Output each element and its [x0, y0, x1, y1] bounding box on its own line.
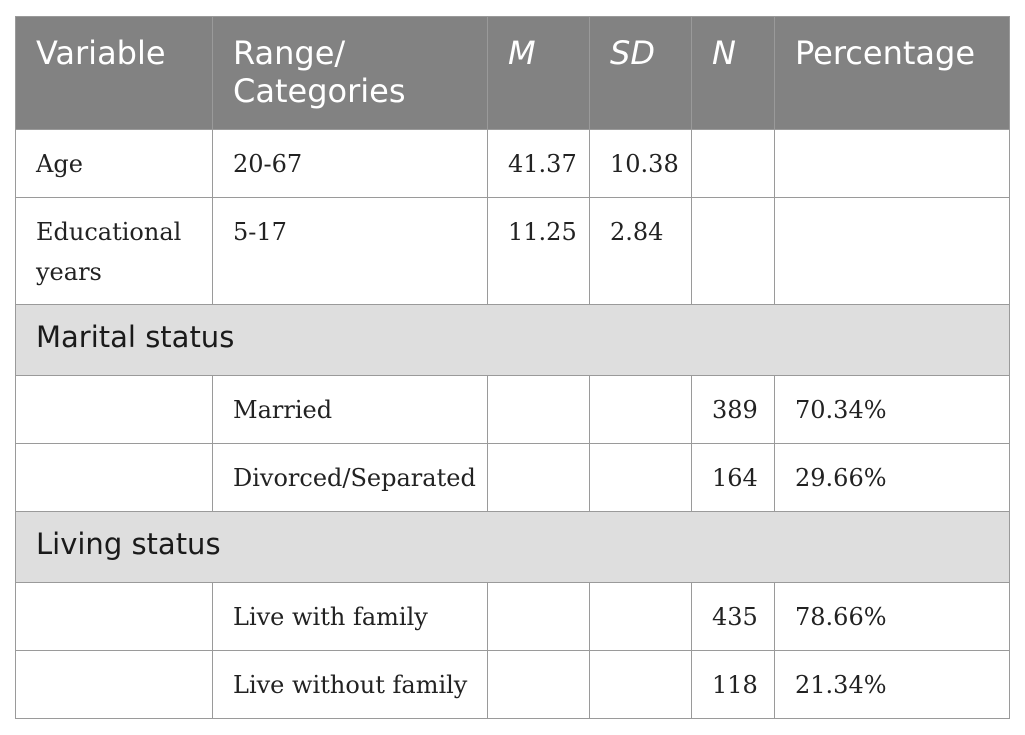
cell-category: Married: [212, 375, 488, 444]
cell-percentage: [774, 129, 1010, 198]
cell-variable: [15, 650, 213, 719]
cell-sd: [589, 650, 692, 719]
header-variable: Variable: [15, 16, 213, 130]
cell-n: [691, 129, 775, 198]
cell-n: 118: [691, 650, 775, 719]
cell-range: 20-67: [212, 129, 488, 198]
header-n: N: [691, 16, 775, 130]
cell-mean: [487, 650, 590, 719]
header-mean: M: [487, 16, 590, 130]
demographics-table-container: Variable Range/ Categories M SD N Percen…: [15, 16, 1010, 719]
table-row-age: Age 20-67 41.37 10.38: [15, 129, 1010, 198]
cell-percentage: [774, 197, 1010, 305]
cell-variable: Educational years: [15, 197, 213, 305]
cell-sd: 2.84: [589, 197, 692, 305]
cell-variable: [15, 375, 213, 444]
table-row-divorced-separated: Divorced/Separated 164 29.66%: [15, 443, 1010, 512]
cell-category: Live without family: [212, 650, 488, 719]
cell-percentage: 78.66%: [774, 582, 1010, 651]
demographics-table: Variable Range/ Categories M SD N Percen…: [15, 16, 1010, 719]
header-row: Variable Range/ Categories M SD N Percen…: [15, 16, 1010, 130]
cell-mean: [487, 443, 590, 512]
table-row-married: Married 389 70.34%: [15, 375, 1010, 444]
cell-variable: Age: [15, 129, 213, 198]
cell-n: 164: [691, 443, 775, 512]
cell-sd: [589, 375, 692, 444]
cell-mean: [487, 582, 590, 651]
cell-category: Live with family: [212, 582, 488, 651]
section-title: Living status: [15, 511, 1010, 583]
cell-range: 5-17: [212, 197, 488, 305]
cell-percentage: 21.34%: [774, 650, 1010, 719]
cell-sd: [589, 443, 692, 512]
cell-mean: [487, 375, 590, 444]
cell-sd: 10.38: [589, 129, 692, 198]
section-row-marital-status: Marital status: [15, 304, 1010, 376]
cell-sd: [589, 582, 692, 651]
cell-percentage: 29.66%: [774, 443, 1010, 512]
header-percentage: Percentage: [774, 16, 1010, 130]
cell-n: [691, 197, 775, 305]
table-row-live-without-family: Live without family 118 21.34%: [15, 650, 1010, 719]
table-row-educational-years: Educational years 5-17 11.25 2.84: [15, 197, 1010, 305]
cell-mean: 11.25: [487, 197, 590, 305]
section-title: Marital status: [15, 304, 1010, 376]
cell-percentage: 70.34%: [774, 375, 1010, 444]
cell-category: Divorced/Separated: [212, 443, 488, 512]
cell-n: 435: [691, 582, 775, 651]
table-row-live-with-family: Live with family 435 78.66%: [15, 582, 1010, 651]
cell-variable: [15, 582, 213, 651]
section-row-living-status: Living status: [15, 511, 1010, 583]
cell-n: 389: [691, 375, 775, 444]
cell-mean: 41.37: [487, 129, 590, 198]
header-sd: SD: [589, 16, 692, 130]
cell-variable: [15, 443, 213, 512]
header-range-categories: Range/ Categories: [212, 16, 488, 130]
